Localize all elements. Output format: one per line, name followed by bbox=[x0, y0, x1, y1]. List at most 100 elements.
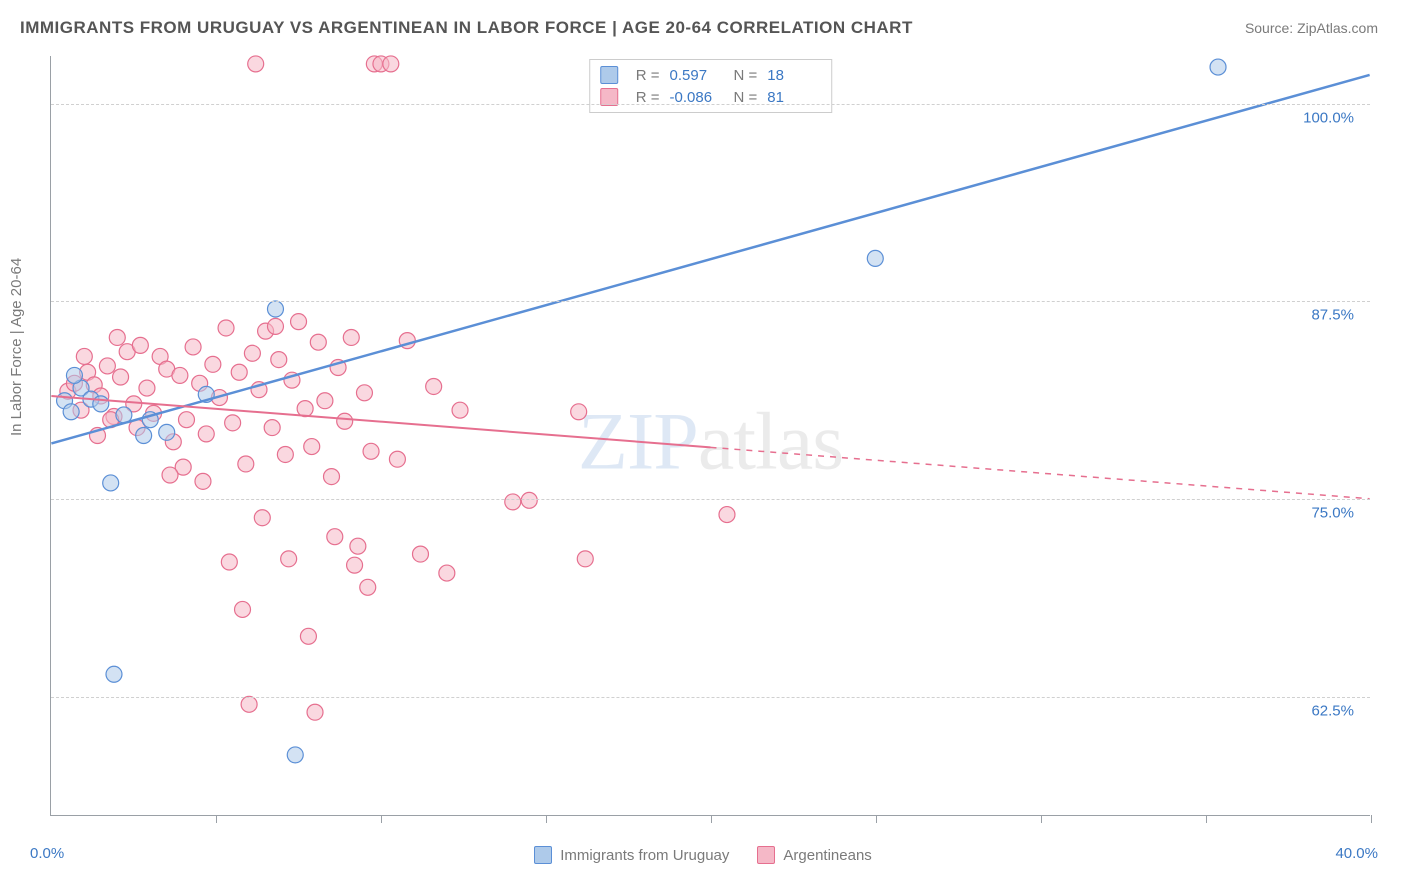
x-tick bbox=[711, 815, 712, 823]
series-legend-item: Immigrants from Uruguay bbox=[534, 846, 729, 864]
gridline-h bbox=[51, 104, 1370, 105]
scatter-point-argentineans bbox=[297, 401, 313, 417]
scatter-point-argentineans bbox=[317, 393, 333, 409]
scatter-point-argentineans bbox=[205, 356, 221, 372]
scatter-point-argentineans bbox=[521, 492, 537, 508]
scatter-point-uruguay bbox=[103, 475, 119, 491]
y-tick-label: 62.5% bbox=[1309, 703, 1356, 720]
legend-swatch bbox=[600, 66, 618, 84]
scatter-point-uruguay bbox=[267, 301, 283, 317]
scatter-point-argentineans bbox=[264, 420, 280, 436]
scatter-point-argentineans bbox=[389, 451, 405, 467]
scatter-point-argentineans bbox=[238, 456, 254, 472]
scatter-point-argentineans bbox=[363, 443, 379, 459]
scatter-point-argentineans bbox=[577, 551, 593, 567]
x-tick bbox=[1041, 815, 1042, 823]
scatter-point-argentineans bbox=[327, 529, 343, 545]
scatter-point-argentineans bbox=[241, 696, 257, 712]
scatter-point-argentineans bbox=[218, 320, 234, 336]
scatter-point-argentineans bbox=[383, 56, 399, 72]
scatter-point-argentineans bbox=[198, 426, 214, 442]
legend-r-value: 0.597 bbox=[670, 67, 724, 84]
scatter-point-uruguay bbox=[1210, 59, 1226, 75]
scatter-point-uruguay bbox=[867, 250, 883, 266]
scatter-point-argentineans bbox=[426, 378, 442, 394]
series-legend-label: Argentineans bbox=[783, 847, 871, 864]
y-axis-label: In Labor Force | Age 20-64 bbox=[8, 258, 25, 436]
scatter-point-argentineans bbox=[267, 318, 283, 334]
scatter-point-uruguay bbox=[106, 666, 122, 682]
regression-line-uruguay bbox=[51, 75, 1369, 443]
gridline-h bbox=[51, 301, 1370, 302]
scatter-point-argentineans bbox=[254, 510, 270, 526]
y-tick-label: 75.0% bbox=[1309, 505, 1356, 522]
scatter-point-argentineans bbox=[300, 628, 316, 644]
scatter-point-argentineans bbox=[225, 415, 241, 431]
scatter-point-argentineans bbox=[360, 579, 376, 595]
scatter-point-argentineans bbox=[185, 339, 201, 355]
scatter-point-argentineans bbox=[231, 364, 247, 380]
scatter-point-argentineans bbox=[76, 348, 92, 364]
x-tick bbox=[876, 815, 877, 823]
chart-svg bbox=[51, 56, 1370, 815]
scatter-point-argentineans bbox=[356, 385, 372, 401]
scatter-point-argentineans bbox=[139, 380, 155, 396]
scatter-point-argentineans bbox=[109, 329, 125, 345]
scatter-point-argentineans bbox=[412, 546, 428, 562]
scatter-point-argentineans bbox=[439, 565, 455, 581]
gridline-h bbox=[51, 499, 1370, 500]
chart-container: IMMIGRANTS FROM URUGUAY VS ARGENTINEAN I… bbox=[0, 0, 1406, 892]
scatter-point-argentineans bbox=[307, 704, 323, 720]
legend-n-label: N = bbox=[734, 67, 758, 84]
scatter-point-uruguay bbox=[63, 404, 79, 420]
scatter-point-argentineans bbox=[452, 402, 468, 418]
scatter-point-argentineans bbox=[343, 329, 359, 345]
scatter-point-argentineans bbox=[347, 557, 363, 573]
x-tick bbox=[216, 815, 217, 823]
scatter-point-uruguay bbox=[66, 367, 82, 383]
gridline-h bbox=[51, 697, 1370, 698]
scatter-point-argentineans bbox=[179, 412, 195, 428]
scatter-point-uruguay bbox=[136, 428, 152, 444]
scatter-point-argentineans bbox=[248, 56, 264, 72]
scatter-point-uruguay bbox=[287, 747, 303, 763]
correlation-legend-row: R =-0.086N =81 bbox=[600, 86, 822, 108]
scatter-point-argentineans bbox=[719, 507, 735, 523]
scatter-point-argentineans bbox=[132, 337, 148, 353]
scatter-point-argentineans bbox=[221, 554, 237, 570]
correlation-legend-row: R = 0.597 N = 18 bbox=[600, 64, 822, 86]
plot-area: ZIPatlas R =0.597N =18R =-0.086N =81 62.… bbox=[50, 56, 1370, 816]
series-legend-label: Immigrants from Uruguay bbox=[560, 847, 729, 864]
scatter-point-uruguay bbox=[93, 396, 109, 412]
legend-swatch bbox=[534, 846, 552, 864]
legend-swatch bbox=[757, 846, 775, 864]
scatter-point-argentineans bbox=[291, 314, 307, 330]
source-label: Source: ZipAtlas.com bbox=[1245, 20, 1378, 36]
scatter-point-uruguay bbox=[159, 424, 175, 440]
scatter-point-argentineans bbox=[281, 551, 297, 567]
legend-r-label: R = bbox=[636, 67, 660, 84]
scatter-point-argentineans bbox=[277, 446, 293, 462]
regression-line-dashed-argentineans bbox=[711, 447, 1370, 498]
series-legend: Immigrants from Uruguay Argentineans bbox=[0, 846, 1406, 864]
correlation-legend: R = 0.597 N = 18 R =-0.086N =81 bbox=[589, 59, 833, 113]
scatter-point-argentineans bbox=[195, 473, 211, 489]
scatter-point-argentineans bbox=[172, 367, 188, 383]
x-tick bbox=[1206, 815, 1207, 823]
scatter-point-argentineans bbox=[324, 469, 340, 485]
x-tick bbox=[1371, 815, 1372, 823]
chart-title: IMMIGRANTS FROM URUGUAY VS ARGENTINEAN I… bbox=[20, 18, 913, 38]
series-legend-item: Argentineans bbox=[757, 846, 871, 864]
scatter-point-argentineans bbox=[310, 334, 326, 350]
scatter-point-argentineans bbox=[99, 358, 115, 374]
scatter-point-argentineans bbox=[235, 601, 251, 617]
scatter-point-argentineans bbox=[113, 369, 129, 385]
y-tick-label: 87.5% bbox=[1309, 307, 1356, 324]
scatter-point-argentineans bbox=[244, 345, 260, 361]
scatter-point-argentineans bbox=[162, 467, 178, 483]
x-tick bbox=[381, 815, 382, 823]
scatter-point-argentineans bbox=[571, 404, 587, 420]
scatter-point-argentineans bbox=[271, 352, 287, 368]
scatter-point-argentineans bbox=[337, 413, 353, 429]
legend-n-value: 18 bbox=[767, 67, 821, 84]
